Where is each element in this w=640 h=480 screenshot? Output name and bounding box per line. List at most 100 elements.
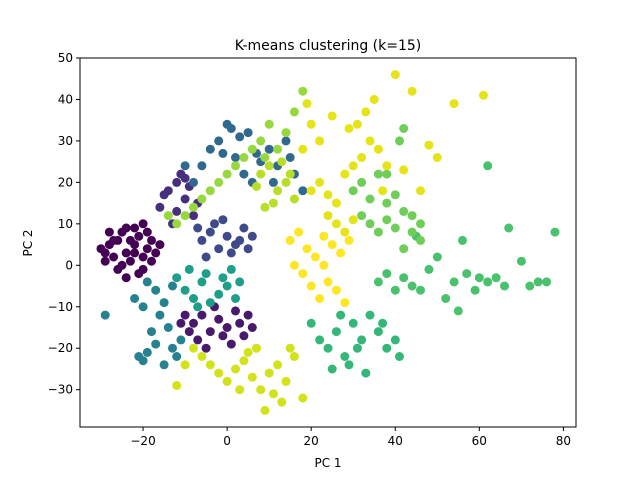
data-point-cluster-7 <box>373 327 383 337</box>
data-point-cluster-1 <box>214 314 224 324</box>
y-tick-label: −20 <box>48 341 73 355</box>
data-point-cluster-13 <box>348 161 358 171</box>
data-point-cluster-12 <box>205 360 215 370</box>
data-point-cluster-7 <box>315 335 325 345</box>
data-point-cluster-12 <box>222 376 232 386</box>
data-point-cluster-1 <box>243 310 253 320</box>
data-point-cluster-2 <box>155 202 165 212</box>
data-point-cluster-0 <box>142 227 152 237</box>
data-point-cluster-0 <box>121 223 131 233</box>
data-point-cluster-12 <box>231 364 240 374</box>
data-point-cluster-5 <box>172 352 182 361</box>
data-point-cluster-13 <box>340 227 350 237</box>
data-point-cluster-0 <box>138 252 148 262</box>
data-point-cluster-10 <box>197 194 207 204</box>
data-point-cluster-2 <box>172 206 182 216</box>
data-point-cluster-6 <box>197 277 207 287</box>
data-point-cluster-12 <box>289 352 299 361</box>
data-point-cluster-12 <box>247 372 257 382</box>
data-point-cluster-1 <box>180 310 190 320</box>
data-point-cluster-0 <box>134 231 144 241</box>
data-point-cluster-9 <box>407 211 417 221</box>
data-point-cluster-1 <box>201 343 211 353</box>
data-point-cluster-8 <box>474 273 484 283</box>
data-point-cluster-10 <box>273 144 283 154</box>
data-point-cluster-13 <box>373 144 383 154</box>
data-point-cluster-9 <box>382 169 392 179</box>
data-point-cluster-0 <box>147 256 156 266</box>
data-point-cluster-0 <box>125 256 135 266</box>
data-point-cluster-13 <box>331 198 341 208</box>
data-point-cluster-1 <box>218 331 228 341</box>
data-point-cluster-5 <box>151 285 161 295</box>
data-point-cluster-3 <box>239 223 249 233</box>
data-point-cluster-13 <box>331 219 341 229</box>
y-tick-label: 40 <box>58 92 73 106</box>
data-point-cluster-14 <box>315 294 325 303</box>
data-point-cluster-2 <box>189 211 198 221</box>
data-point-cluster-8 <box>483 161 493 171</box>
y-tick-label: 30 <box>58 134 73 148</box>
data-point-cluster-8 <box>542 277 552 287</box>
y-tick-label: 20 <box>58 175 73 189</box>
data-point-cluster-0 <box>125 235 135 245</box>
x-axis-label: PC 1 <box>314 456 341 470</box>
data-point-cluster-13 <box>369 95 379 104</box>
data-point-cluster-13 <box>344 124 354 133</box>
data-point-cluster-13 <box>352 119 362 129</box>
data-point-cluster-3 <box>201 252 211 262</box>
data-point-cluster-11 <box>277 157 287 167</box>
data-point-cluster-13 <box>348 215 358 225</box>
data-point-cluster-9 <box>357 177 367 187</box>
data-point-cluster-10 <box>247 144 257 154</box>
data-point-cluster-3 <box>193 223 203 233</box>
x-axis-ticks: −20 0 20 40 60 80 <box>130 427 571 448</box>
x-tick-label: 80 <box>556 434 571 448</box>
x-tick-label: −20 <box>130 434 155 448</box>
data-point-cluster-14 <box>306 281 316 291</box>
data-point-cluster-12 <box>189 343 198 353</box>
data-point-cluster-14 <box>323 277 333 287</box>
data-point-cluster-9 <box>357 211 367 221</box>
data-point-cluster-10 <box>205 186 215 196</box>
data-point-cluster-14 <box>289 260 299 270</box>
data-point-cluster-14 <box>319 260 329 270</box>
data-point-cluster-13 <box>449 99 459 109</box>
plot-frame <box>79 57 577 428</box>
data-point-cluster-0 <box>147 235 156 245</box>
data-point-cluster-8 <box>382 269 392 279</box>
data-point-cluster-11 <box>256 169 266 179</box>
data-point-cluster-0 <box>142 244 152 254</box>
data-point-cluster-14 <box>340 298 350 308</box>
data-point-cluster-12 <box>180 360 190 370</box>
data-point-cluster-14 <box>298 269 308 279</box>
data-point-cluster-2 <box>180 194 190 204</box>
data-point-cluster-8 <box>525 281 535 291</box>
data-point-cluster-13 <box>479 90 488 100</box>
data-point-cluster-0 <box>138 219 148 229</box>
data-point-cluster-8 <box>462 269 472 279</box>
data-point-cluster-1 <box>226 339 236 349</box>
data-point-cluster-2 <box>159 190 169 200</box>
data-point-cluster-5 <box>151 339 161 349</box>
data-point-cluster-10 <box>172 219 182 229</box>
data-point-cluster-0 <box>109 235 119 245</box>
data-point-cluster-1 <box>197 310 207 320</box>
data-point-cluster-6 <box>201 269 211 279</box>
data-point-cluster-12 <box>281 376 291 386</box>
y-tick-label: 0 <box>65 258 73 272</box>
data-point-cluster-7 <box>357 335 367 345</box>
data-point-cluster-9 <box>399 124 409 133</box>
data-point-cluster-4 <box>235 132 245 142</box>
data-point-cluster-7 <box>344 360 354 370</box>
data-point-cluster-0 <box>100 248 110 258</box>
data-point-cluster-5 <box>155 310 165 320</box>
data-point-cluster-10 <box>222 169 232 179</box>
data-point-cluster-0 <box>138 264 148 274</box>
data-point-cluster-9 <box>382 215 392 225</box>
data-point-cluster-12 <box>235 385 245 395</box>
data-point-cluster-5 <box>176 335 186 345</box>
data-point-cluster-11 <box>281 177 291 187</box>
data-point-cluster-5 <box>130 294 140 303</box>
